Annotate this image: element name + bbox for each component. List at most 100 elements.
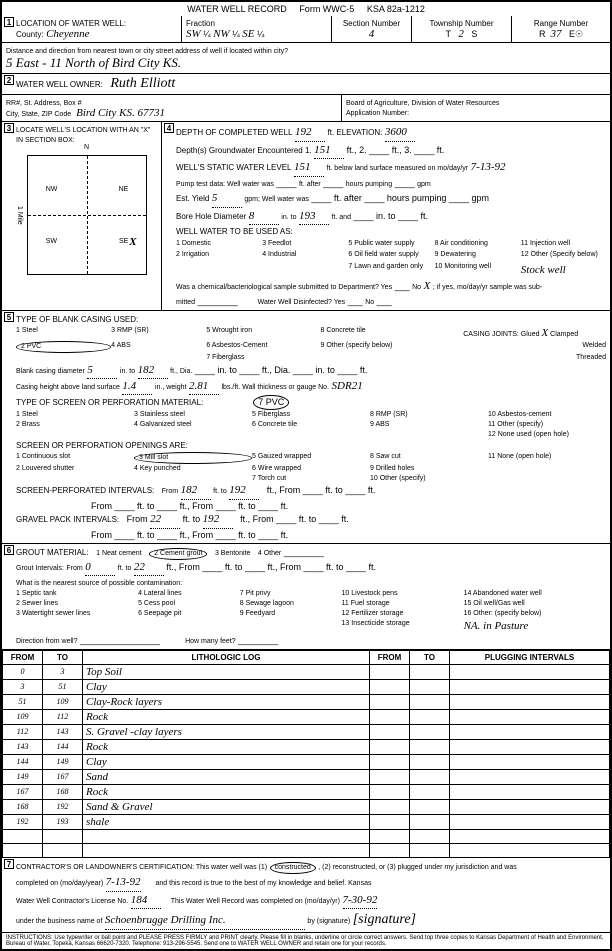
casing-grid: 1 Steel 3 RMP (SR) 5 Wrought iron 8 Conc… [16, 326, 606, 363]
business-name: Schoenbrugge Drilling Inc. [105, 912, 305, 930]
table-row: 143144Rock [3, 739, 610, 754]
section-num-label: Section Number [343, 19, 400, 28]
county-label: County: [16, 30, 44, 39]
log-hdr-plug: PLUGGING INTERVALS [450, 650, 610, 664]
bore1: 8 [249, 208, 279, 226]
table-row: 51109Clay-Rock layers [3, 694, 610, 709]
section-7-row: 7 CONTRACTOR'S OR LANDOWNER'S CERTIFICAT… [2, 858, 610, 934]
pvc-screen-circled: 7 PVC [253, 395, 289, 410]
form-title: WATER WELL RECORD [187, 4, 287, 14]
section-7-num: 7 [4, 859, 14, 869]
rr-label: RR#, St. Address, Box # [6, 100, 81, 107]
constructed-circled: constructed [270, 862, 316, 875]
log-hdr-to2: TO [410, 650, 450, 664]
box-sw: SW [46, 238, 57, 245]
range-label: Range Number [534, 19, 588, 28]
frac2: NW [213, 28, 230, 40]
app-label: Application Number: [346, 110, 409, 117]
compass-n: N [16, 144, 157, 151]
x-mark: X [129, 236, 136, 248]
section-6-row: 6 GROUT MATERIAL: 1 Neat cement 2 Cement… [2, 544, 610, 650]
section-1-row: 1 LOCATION OF WATER WELL: County: Cheyen… [2, 16, 610, 43]
frac1: SW [186, 28, 201, 40]
location-label: LOCATION OF WATER WELL: [16, 19, 126, 28]
township-label: Township Number [429, 19, 493, 28]
table-row: 109112Rock [3, 709, 610, 724]
static-label: WELL'S STATIC WATER LEVEL [176, 163, 291, 172]
section-3-4-row: 3 LOCATE WELL'S LOCATION WITH AN "X" IN … [2, 122, 610, 311]
table-row: 112143S. Gravel -clay layers [3, 724, 610, 739]
locate-label: LOCATE WELL'S LOCATION WITH AN "X" IN SE… [16, 127, 150, 144]
box-se: SE [119, 238, 128, 245]
section-num: 4 [369, 28, 375, 40]
section-1-num: 1 [4, 17, 14, 27]
depth-value: 192 [295, 124, 325, 142]
log-hdr-from: FROM [3, 650, 43, 664]
other-contam: NA. in Pasture [464, 619, 606, 634]
signature: [signature] [353, 912, 416, 927]
table-row: 192193shale [3, 814, 610, 829]
chem-label: Was a chemical/bacteriological sample su… [176, 284, 392, 291]
section-5-row: 5 TYPE OF BLANK CASING USED: 1 Steel 3 R… [2, 311, 610, 544]
elev-value: 3600 [385, 124, 415, 142]
table-row [3, 829, 610, 843]
casing-label: TYPE OF BLANK CASING USED: [16, 315, 138, 324]
distance-value: 5 East - 11 North of Bird City KS. [6, 55, 181, 70]
elev-label: ft. ELEVATION: [328, 128, 383, 137]
gw1-value: 151 [314, 142, 344, 160]
section-5-num: 5 [4, 312, 14, 322]
log-hdr-from2: FROM [370, 650, 410, 664]
section-2-num: 2 [4, 75, 14, 85]
range-num: 37 [550, 28, 561, 40]
yield-value: 5 [212, 190, 242, 208]
city-label: City, State, ZIP Code [6, 111, 71, 118]
cement-grout-circled: 2 Cement grout [149, 548, 207, 560]
contam-grid: 1 Septic tank 4 Lateral lines 7 Pit priv… [16, 589, 606, 634]
frac3: SE [242, 28, 254, 40]
section-6-num: 6 [4, 545, 14, 555]
table-row: 168192Sand & Gravel [3, 799, 610, 814]
footer-instructions: INSTRUCTIONS: Use typewriter or ball poi… [2, 933, 610, 949]
township-num: 2 [458, 28, 464, 40]
table-row: 351Clay [3, 679, 610, 694]
distance-label: Distance and direction from nearest town… [6, 48, 288, 55]
wwr-date: 7-30-92 [343, 892, 378, 910]
box-nw: NW [46, 186, 58, 193]
section-3-num: 3 [4, 123, 14, 133]
distance-row: Distance and direction from nearest town… [2, 43, 610, 74]
pump-label: Pump test data: Well water was [176, 181, 274, 188]
section-4-num: 4 [164, 123, 174, 133]
board-label: Board of Agriculture, Division of Water … [346, 100, 499, 107]
log-hdr-to: TO [43, 650, 83, 664]
lithologic-log-table: FROM TO LITHOLOGIC LOG FROM TO PLUGGING … [2, 650, 610, 858]
county-value: Cheyenne [46, 28, 89, 40]
fraction-label: Fraction [186, 19, 215, 28]
address-row: RR#, St. Address, Box # City, State, ZIP… [2, 95, 610, 122]
mill-slot-circled: 3 Mill slot [134, 452, 252, 464]
openings-grid: 1 Continuous slot 3 Mill slot 5 Gauzed w… [16, 452, 606, 483]
township-t: T [446, 29, 451, 39]
water-well-record-form: WATER WELL RECORD Form WWC-5 KSA 82a-121… [0, 0, 612, 951]
gw-label: Depth(s) Groundwater Encountered 1. [176, 146, 312, 155]
static-value: 151 [294, 159, 324, 177]
owner-name: Ruth Elliott [110, 76, 175, 91]
log-body: 03Top Soil351Clay51109Clay-Rock layers10… [3, 664, 610, 857]
other-use: Stock well [521, 262, 606, 279]
screen-grid: 1 Steel 3 Stainless steel 5 Fiberglass 8… [16, 410, 606, 439]
static-date: 7-13-92 [471, 161, 506, 173]
use-grid: 1 Domestic 3 Feedlot 5 Public water supp… [176, 239, 606, 279]
form-header: WATER WELL RECORD Form WWC-5 KSA 82a-121… [2, 2, 610, 16]
pvc-circled: 2 PVC [16, 341, 111, 353]
table-row: 03Top Soil [3, 664, 610, 679]
use-label: WELL WATER TO BE USED AS: [176, 227, 293, 236]
table-row: 144149Clay [3, 754, 610, 769]
range-r: R [539, 29, 546, 39]
table-row: 167168Rock [3, 784, 610, 799]
table-row [3, 843, 610, 857]
section-2-row: 2 WATER WELL OWNER: Ruth Elliott [2, 74, 610, 95]
license-no: 184 [131, 892, 161, 910]
township-s: S [471, 29, 477, 39]
mile-left: 1 Mile [16, 206, 23, 225]
log-hdr-litho: LITHOLOGIC LOG [83, 650, 370, 664]
form-number: Form WWC-5 [299, 4, 354, 14]
